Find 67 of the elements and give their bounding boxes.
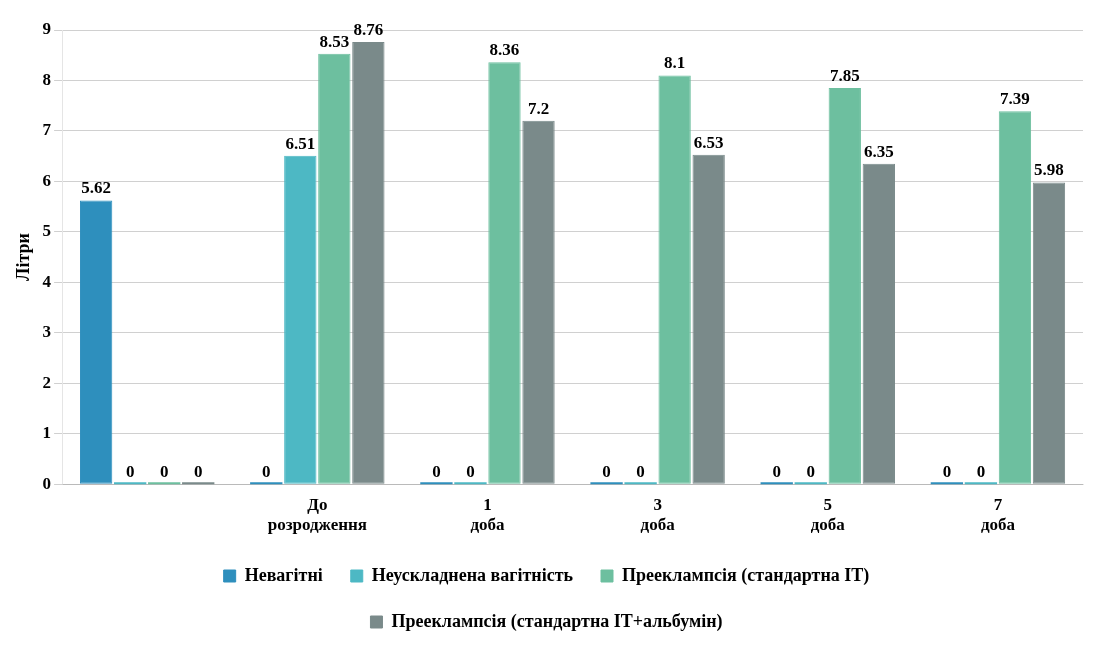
bar: [148, 482, 181, 485]
bar: [930, 482, 964, 485]
x-tick-label: 7 доба: [980, 494, 1016, 535]
data-label: 0: [806, 462, 816, 482]
bar: [420, 482, 453, 485]
data-label: 7.85: [829, 65, 860, 85]
data-label: 0: [193, 462, 203, 482]
y-tick-label: 7: [42, 120, 52, 140]
legend-label: Неускладнена вагітність: [371, 564, 574, 585]
bar: [794, 482, 827, 485]
bar: [760, 482, 793, 485]
data-label: 8.53: [319, 31, 350, 51]
data-label: 8.1: [664, 53, 686, 73]
data-label: 0: [159, 462, 169, 482]
data-label: 0: [636, 462, 645, 482]
x-tick-label: 3 доба: [640, 494, 676, 535]
bar: [1032, 182, 1066, 484]
y-tick-label: 1: [42, 423, 52, 443]
x-tick-label: 5 доба: [810, 494, 846, 535]
y-tick-label: 4: [42, 271, 52, 291]
bar: [828, 88, 861, 484]
y-tick-label: 0: [42, 473, 52, 493]
data-label: 0: [772, 462, 781, 482]
data-label: 0: [466, 462, 475, 482]
y-tick-label: 9: [42, 19, 52, 39]
data-label: 0: [602, 462, 611, 482]
bar: [522, 120, 555, 484]
bar: [114, 482, 147, 485]
bar: [454, 482, 487, 485]
bar: [964, 482, 998, 485]
bar: [284, 155, 317, 484]
legend-label: Прееклампсія (стандартна ІТ+альбумін): [391, 610, 723, 632]
data-label: 0: [432, 462, 441, 482]
y-axis-title: Літри: [13, 233, 34, 282]
bar: [488, 62, 521, 484]
bar: [998, 111, 1032, 484]
bar: [692, 154, 725, 484]
bar: [590, 482, 623, 485]
y-tick-label: 3: [42, 322, 52, 342]
data-label: 0: [262, 462, 271, 482]
data-label: 6.35: [863, 141, 894, 161]
legend-label: Невагітні: [244, 564, 323, 585]
bar: [79, 200, 113, 484]
y-tick-label: 8: [42, 69, 52, 89]
bar: [658, 75, 691, 484]
bar: [318, 53, 351, 484]
data-label: 7.39: [1000, 89, 1030, 109]
y-tick-label: 5: [42, 221, 52, 241]
data-label: 0: [942, 462, 952, 482]
data-label: 0: [125, 462, 135, 482]
bar: [624, 482, 657, 485]
y-tick-label: 2: [42, 372, 52, 392]
data-label: 6.51: [285, 133, 316, 153]
data-label: 6.53: [693, 132, 724, 152]
data-label: 0: [976, 462, 986, 482]
bar: [862, 163, 895, 484]
data-label: 5.98: [1034, 160, 1064, 180]
x-tick-label: 1 доба: [470, 494, 506, 535]
x-tick-label: До розродження: [267, 494, 367, 535]
data-label: 8.76: [353, 20, 384, 39]
data-label: 8.36: [489, 40, 520, 60]
data-label: 7.2: [527, 98, 550, 118]
bar: [250, 482, 283, 485]
y-tick-label: 6: [42, 170, 52, 190]
data-label: 5.62: [81, 178, 111, 198]
legend-label: Прееклампсія (стандартна ІТ): [622, 564, 870, 586]
bar: [352, 42, 385, 484]
